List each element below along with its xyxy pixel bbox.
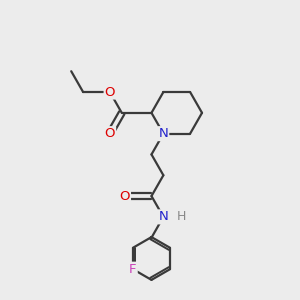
Text: N: N bbox=[158, 127, 168, 140]
Text: O: O bbox=[105, 127, 115, 140]
Text: F: F bbox=[129, 263, 137, 276]
Text: O: O bbox=[119, 190, 130, 202]
Text: H: H bbox=[176, 210, 186, 224]
Text: N: N bbox=[158, 210, 168, 224]
Text: O: O bbox=[105, 85, 115, 98]
